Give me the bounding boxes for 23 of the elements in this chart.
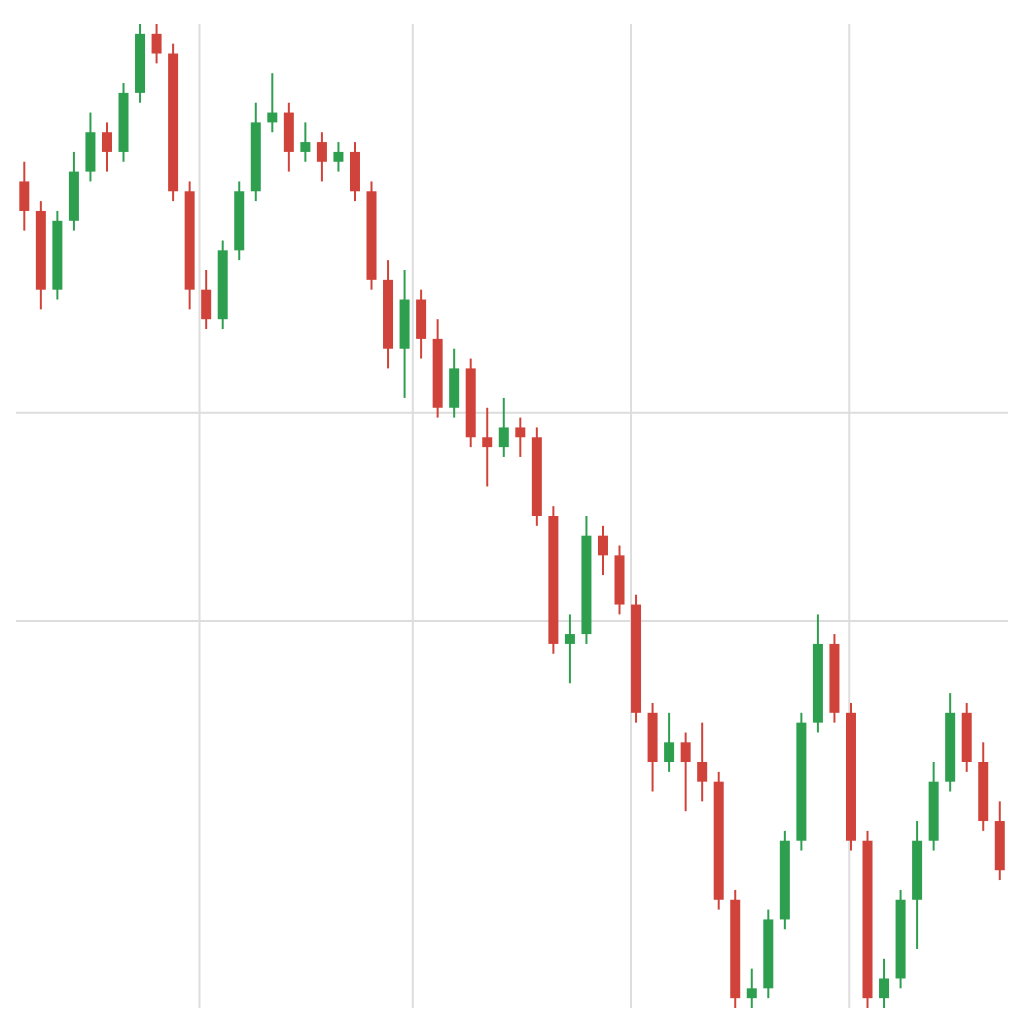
candlestick <box>879 957 890 1008</box>
candlestick <box>333 141 344 173</box>
candlestick <box>449 347 460 419</box>
candlestick <box>85 111 96 183</box>
candlestick <box>697 721 708 803</box>
candlestick <box>597 524 608 577</box>
candlestick <box>680 731 691 813</box>
candlestick <box>349 141 360 203</box>
candlestick <box>664 711 675 773</box>
candlestick <box>283 101 294 173</box>
candlestick <box>746 967 757 1008</box>
candlestick <box>498 396 509 458</box>
candlestick <box>201 269 212 331</box>
candlestick <box>416 288 427 360</box>
candlestick <box>151 24 162 65</box>
candlestick <box>316 131 327 183</box>
candlestick <box>482 406 493 488</box>
candlestick <box>19 160 30 232</box>
candlestick <box>101 121 112 173</box>
candlestick <box>300 121 311 163</box>
candlestick <box>515 416 526 458</box>
candlestick <box>267 72 278 134</box>
candlestick <box>564 613 575 685</box>
